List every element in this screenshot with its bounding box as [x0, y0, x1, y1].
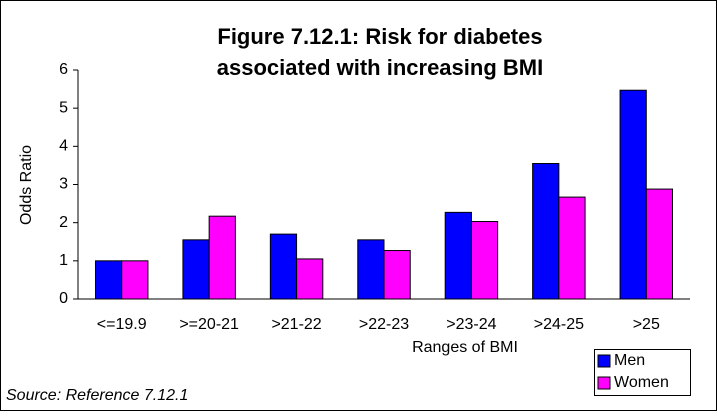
bar [470, 221, 499, 300]
y-tick-label: 1 [59, 252, 68, 269]
legend-label: Men [614, 352, 645, 369]
x-tick-label: >21-22 [271, 316, 321, 333]
bar [182, 239, 210, 300]
bar [645, 188, 674, 300]
y-axis-label: Odds Ratio [18, 145, 35, 225]
bar [532, 163, 560, 300]
bar [208, 215, 236, 300]
legend-swatch [597, 376, 611, 390]
chart-title: associated with increasing BMI [217, 55, 543, 80]
source-note: Source: Reference 7.12.1 [6, 387, 188, 404]
chart-title: Figure 7.12.1: Risk for diabetes [217, 24, 542, 49]
bar [383, 250, 411, 300]
bar [121, 260, 149, 300]
legend-swatch [597, 354, 611, 368]
y-tick-label: 4 [59, 138, 68, 155]
x-tick-label: >25 [633, 316, 660, 333]
y-tick-label: 5 [59, 99, 68, 116]
x-tick-label: >=20-21 [179, 316, 239, 333]
y-tick-label: 3 [59, 176, 68, 193]
bar [94, 260, 123, 300]
bar [269, 233, 298, 300]
y-tick-label: 0 [59, 290, 68, 307]
x-axis-label: Ranges of BMI [412, 339, 518, 356]
legend-label: Women [614, 374, 669, 391]
x-tick-label: >22-23 [359, 316, 409, 333]
x-tick-label: >24-25 [534, 316, 584, 333]
bar [444, 211, 472, 300]
y-tick-label: 6 [59, 61, 68, 78]
x-tick-label: >23-24 [446, 316, 496, 333]
bar [357, 239, 385, 300]
bar [619, 89, 647, 300]
bar [558, 196, 586, 300]
x-tick-label: <=19.9 [97, 316, 147, 333]
bar [296, 258, 324, 300]
y-tick-label: 2 [59, 214, 68, 231]
